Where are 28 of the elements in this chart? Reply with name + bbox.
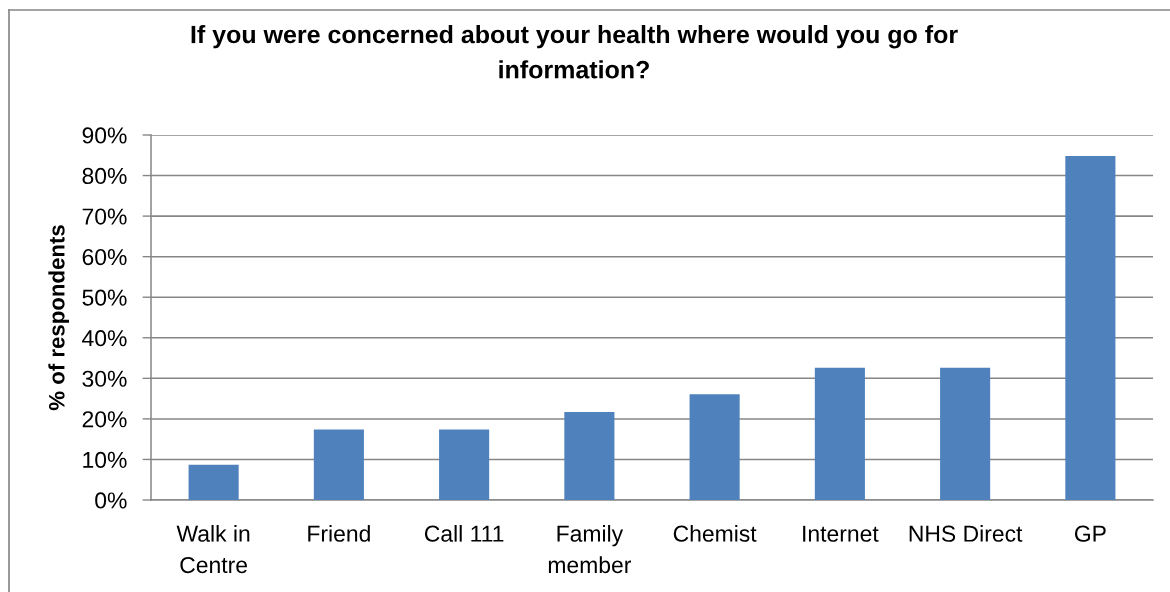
x-tick-label: Family member xyxy=(548,525,632,574)
y-tick-label: 90% xyxy=(82,127,127,144)
bar xyxy=(814,367,865,500)
y-tick-label: 30% xyxy=(82,370,127,387)
x-tick-label: Friend xyxy=(308,525,370,542)
x-tick-label: Chemist xyxy=(673,525,757,542)
y-tick-label: 80% xyxy=(82,167,127,185)
x-tick-label: NHS Direct xyxy=(909,525,1023,542)
y-tick-label: 60% xyxy=(82,248,127,266)
y-axis-title: % of respondents xyxy=(48,225,70,411)
bar xyxy=(1065,156,1116,500)
bar xyxy=(439,429,490,500)
y-tick-label: 0% xyxy=(95,492,127,509)
y-tick-label: 20% xyxy=(82,411,127,428)
y-tick-label: 50% xyxy=(82,289,127,306)
x-tick-label: Walk in Centre xyxy=(176,525,250,574)
y-tick-label: 10% xyxy=(83,451,127,468)
bar xyxy=(940,367,991,500)
bar xyxy=(313,429,364,500)
y-tick-label: 40% xyxy=(82,330,127,347)
bar xyxy=(188,464,239,500)
chart-title: If you were concerned about your health where would you go for information? xyxy=(191,25,958,79)
y-tick-label: 70% xyxy=(82,208,127,225)
x-tick-label: GP xyxy=(1074,525,1106,542)
x-tick-label: Internet xyxy=(803,525,879,542)
bar xyxy=(689,394,740,500)
bar xyxy=(564,411,615,500)
x-tick-label: Call 111 xyxy=(424,525,504,542)
